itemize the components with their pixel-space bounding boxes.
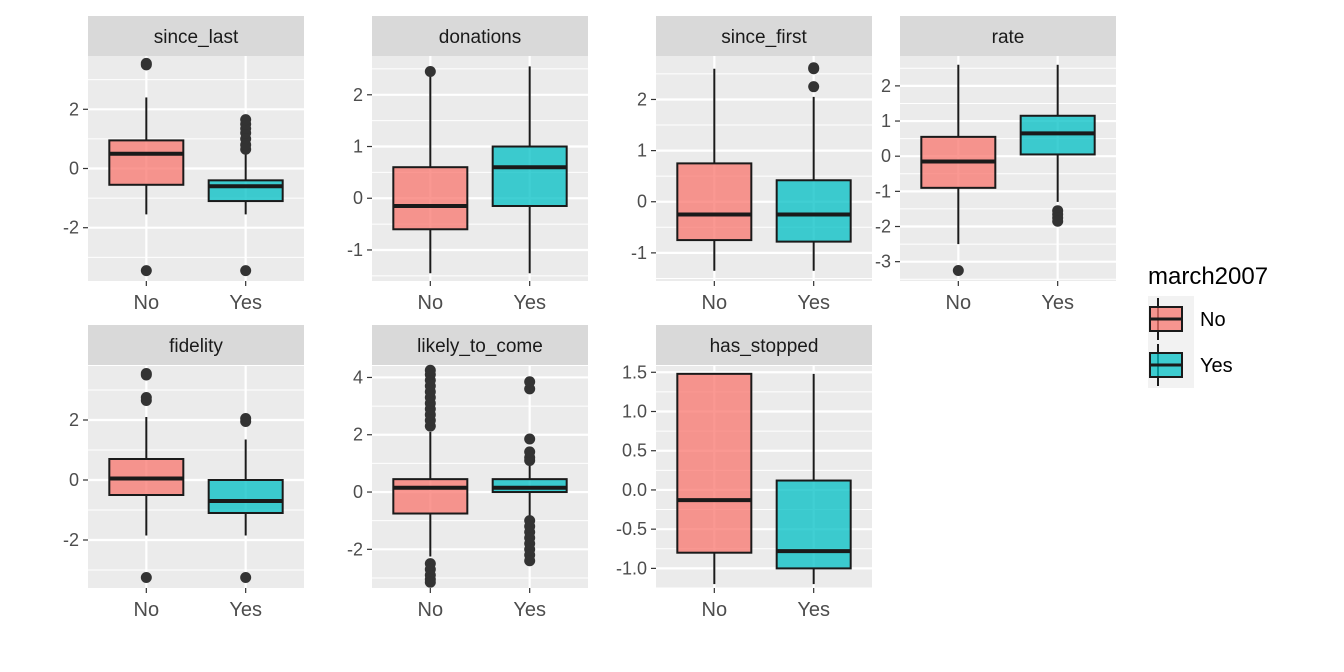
outlier-point xyxy=(240,413,252,424)
y-tick-label: 0 xyxy=(353,482,363,502)
x-tick-label: No xyxy=(134,599,160,621)
y-tick-label: 2 xyxy=(637,89,647,109)
legend-label: Yes xyxy=(1200,355,1233,377)
facet-title: rate xyxy=(992,27,1025,48)
x-tick-label: Yes xyxy=(1041,292,1074,314)
outlier-point xyxy=(808,62,820,74)
outlier-point xyxy=(140,572,152,583)
x-tick-label: No xyxy=(418,599,444,621)
box-yes xyxy=(491,478,568,494)
y-tick-label: 4 xyxy=(353,367,363,387)
box-yes xyxy=(775,179,852,243)
outlier-point xyxy=(808,81,820,93)
x-tick-label: Yes xyxy=(229,292,262,314)
x-tick-label: Yes xyxy=(797,292,830,314)
y-tick-label: 1 xyxy=(353,137,363,157)
facet-strip xyxy=(656,16,872,56)
box-no xyxy=(676,162,753,242)
outlier-point xyxy=(140,265,152,277)
outlier-point xyxy=(952,264,964,276)
y-tick-label: 0 xyxy=(69,159,79,179)
facet-title: since_last xyxy=(154,27,239,48)
legend-label: No xyxy=(1200,309,1226,331)
y-tick-label: -1 xyxy=(631,243,647,263)
facet-title: donations xyxy=(439,27,521,48)
y-tick-label: 0 xyxy=(353,188,363,208)
y-tick-label: 0.5 xyxy=(622,441,647,461)
y-tick-label: 0 xyxy=(69,470,79,490)
y-tick-label: -1.0 xyxy=(616,558,647,578)
facet-strip xyxy=(88,325,304,365)
outlier-point xyxy=(240,114,252,126)
box-yes xyxy=(207,479,284,514)
outlier-point xyxy=(424,66,436,78)
facet-title: likely_to_come xyxy=(417,336,543,357)
y-tick-label: -2 xyxy=(875,217,891,237)
outlier-point xyxy=(524,376,536,388)
x-tick-label: No xyxy=(702,292,728,314)
y-tick-label: 2 xyxy=(881,76,891,96)
y-tick-label: 1 xyxy=(881,111,891,131)
outlier-point xyxy=(140,368,152,379)
x-tick-label: No xyxy=(702,599,728,621)
y-tick-label: -2 xyxy=(63,530,79,550)
panel-background xyxy=(372,366,588,588)
outlier-point xyxy=(140,57,152,69)
outlier-point xyxy=(424,576,436,588)
facet-strip xyxy=(88,16,304,56)
legend-title: march2007 xyxy=(1148,263,1268,290)
y-tick-label: -2 xyxy=(347,539,363,559)
y-tick-label: 1 xyxy=(637,141,647,161)
x-tick-label: No xyxy=(134,292,160,314)
outlier-point xyxy=(424,364,436,376)
y-tick-label: 2 xyxy=(69,410,79,430)
facet-title: fidelity xyxy=(169,336,223,357)
facet-strip xyxy=(656,325,872,365)
y-tick-label: -2 xyxy=(63,218,79,238)
box-no xyxy=(676,372,753,554)
outlier-point xyxy=(524,433,536,445)
facet-strip xyxy=(900,16,1116,56)
y-tick-label: 1.5 xyxy=(622,362,647,382)
outlier-point xyxy=(240,572,252,583)
y-tick-label: -3 xyxy=(875,252,891,272)
x-tick-label: Yes xyxy=(513,292,546,314)
outlier-point xyxy=(524,555,536,567)
outlier-point xyxy=(140,392,152,403)
x-tick-label: Yes xyxy=(513,599,546,621)
box-no xyxy=(392,478,469,515)
x-tick-label: Yes xyxy=(229,599,262,621)
y-tick-label: 0.0 xyxy=(622,480,647,500)
outlier-point xyxy=(1052,215,1064,227)
outlier-point xyxy=(524,446,536,458)
x-tick-label: Yes xyxy=(797,599,830,621)
y-tick-label: 2 xyxy=(69,99,79,119)
y-tick-label: -1 xyxy=(875,181,891,201)
y-tick-label: 0 xyxy=(637,192,647,212)
box-yes xyxy=(775,479,852,570)
box-no xyxy=(392,166,469,231)
box-yes xyxy=(207,179,284,203)
y-tick-label: -0.5 xyxy=(616,519,647,539)
outlier-point xyxy=(240,265,252,277)
box-yes xyxy=(491,145,568,207)
y-tick-label: 1.0 xyxy=(622,401,647,421)
facet-strip xyxy=(372,325,588,365)
y-tick-label: -1 xyxy=(347,240,363,260)
facet-strip xyxy=(372,16,588,56)
box-no xyxy=(108,139,185,186)
legend-key-no xyxy=(1148,296,1194,342)
y-tick-label: 0 xyxy=(881,146,891,166)
x-tick-label: No xyxy=(418,292,444,314)
y-tick-label: 2 xyxy=(353,85,363,105)
facet-title: since_first xyxy=(721,27,807,48)
facet-title: has_stopped xyxy=(710,336,819,357)
y-tick-label: 2 xyxy=(353,425,363,445)
x-tick-label: No xyxy=(946,292,972,314)
legend-key-yes xyxy=(1148,342,1194,388)
